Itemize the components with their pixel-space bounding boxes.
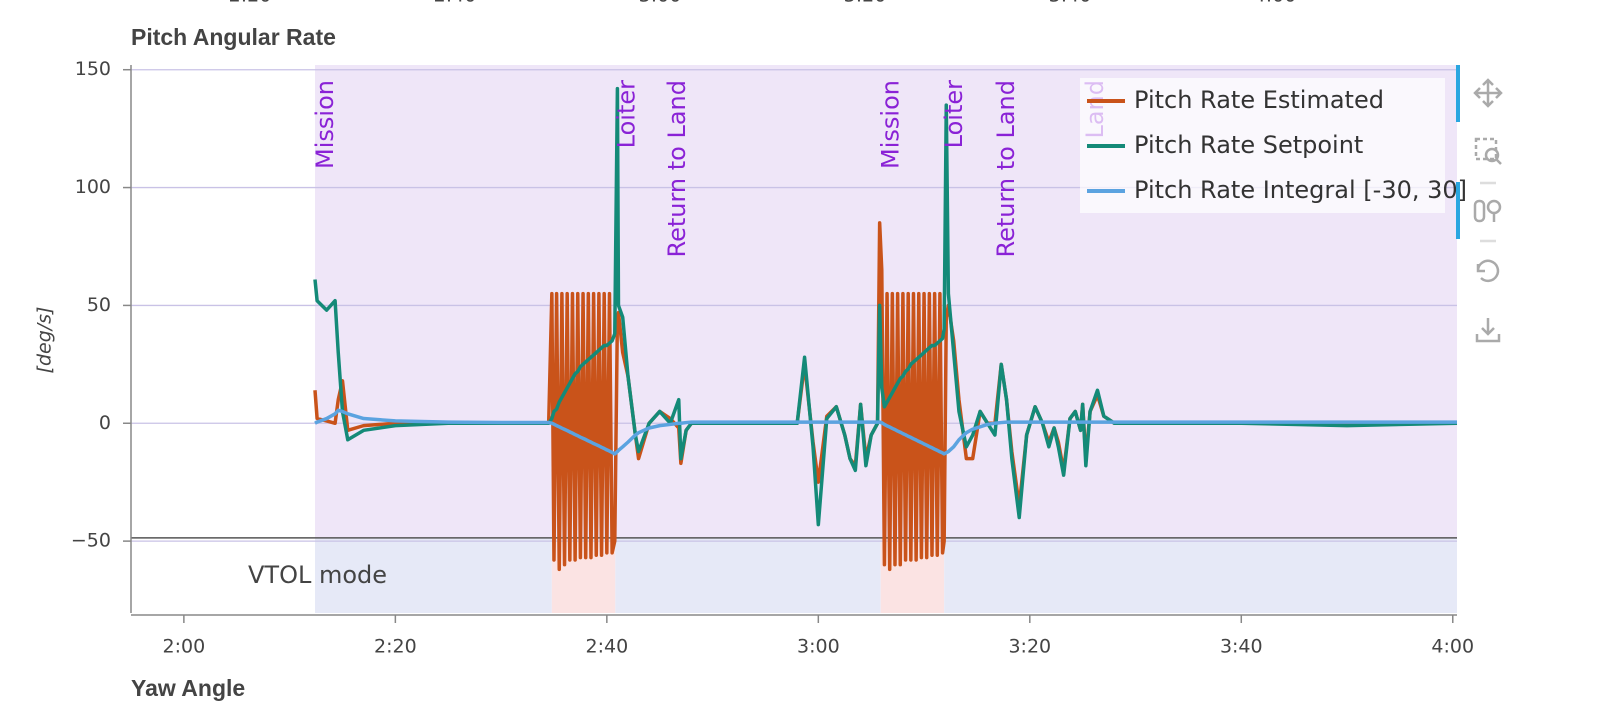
grid-layer xyxy=(131,69,1457,542)
previous-chart-tick-label: 2:20 xyxy=(229,0,272,7)
toolbar-active-bar xyxy=(1456,65,1460,122)
y-tick-label: 100 xyxy=(75,176,111,198)
x-tick-label: 3:20 xyxy=(1008,636,1051,658)
y-tick-label: 0 xyxy=(99,412,111,434)
x-tick-label: 4:00 xyxy=(1431,636,1474,658)
legend-label: Pitch Rate Estimated xyxy=(1134,86,1384,114)
reset-tool[interactable] xyxy=(1476,259,1500,283)
toolbar-separator xyxy=(1480,181,1496,243)
x-tick-label: 3:00 xyxy=(797,636,840,658)
line-layer xyxy=(313,86,1458,572)
vtol-segment xyxy=(944,537,1457,613)
x-tick-label: 2:00 xyxy=(163,636,206,658)
chart-title: Pitch Angular Rate xyxy=(131,24,336,50)
y-axis-label: [deg/s] xyxy=(34,307,56,374)
previous-chart-tick-label: 4:00 xyxy=(1254,0,1297,7)
flight-mode-label: Return to Land xyxy=(663,80,691,258)
toolbar xyxy=(1456,65,1503,343)
next-chart-title: Yaw Angle xyxy=(131,675,245,701)
vtol-segment xyxy=(615,537,881,613)
x-tick-label: 2:40 xyxy=(586,636,629,658)
vtol-label: VTOL mode xyxy=(248,561,387,589)
wheel-zoom-tool[interactable] xyxy=(1473,199,1502,223)
previous-chart-tick-label: 3:00 xyxy=(639,0,682,7)
series-line xyxy=(314,408,1457,456)
flight-mode-label: Mission xyxy=(311,80,339,169)
y-tick-label: 50 xyxy=(87,294,111,316)
pan-tool[interactable] xyxy=(1473,78,1503,108)
y-tick-label: −50 xyxy=(71,530,111,552)
legend-label: Pitch Rate Integral [-30, 30] xyxy=(1134,176,1467,204)
flight-mode-label: Loiter xyxy=(612,80,640,148)
previous-chart-tick-label: 2:40 xyxy=(434,0,477,7)
flight-mode-label: Loiter xyxy=(940,80,968,148)
save-tool[interactable] xyxy=(1475,318,1501,343)
legend-background xyxy=(1080,78,1445,213)
vtol-segment xyxy=(551,537,616,613)
vtol-segment xyxy=(314,537,552,613)
flight-mode-label: Return to Land xyxy=(992,80,1020,258)
legend: Pitch Rate Estimated Pitch Rate Setpoint P… xyxy=(1080,78,1467,213)
box-zoom-tool[interactable] xyxy=(1474,137,1502,165)
x-tick-label: 2:20 xyxy=(374,636,417,658)
flight-mode-label: Mission xyxy=(877,80,905,169)
y-tick-label: 150 xyxy=(75,58,111,80)
toolbar-active-bar xyxy=(1456,182,1460,239)
legend-label: Pitch Rate Setpoint xyxy=(1134,131,1363,159)
previous-chart-tick-label: 3:20 xyxy=(844,0,887,7)
series-line xyxy=(313,86,1458,527)
foreground-layer: −50 0 50 100 150 2:00 2:20 2:40 3:00 3:20 3:40 4:00… xyxy=(71,58,1474,657)
previous-chart-tick-label: 3:40 xyxy=(1049,0,1092,7)
plot-layers: VTOL mode −50 0 50 100 150 2:00 2:20 2:40 3:00 3:… xyxy=(71,58,1474,657)
x-tick-label: 3:40 xyxy=(1220,636,1263,658)
